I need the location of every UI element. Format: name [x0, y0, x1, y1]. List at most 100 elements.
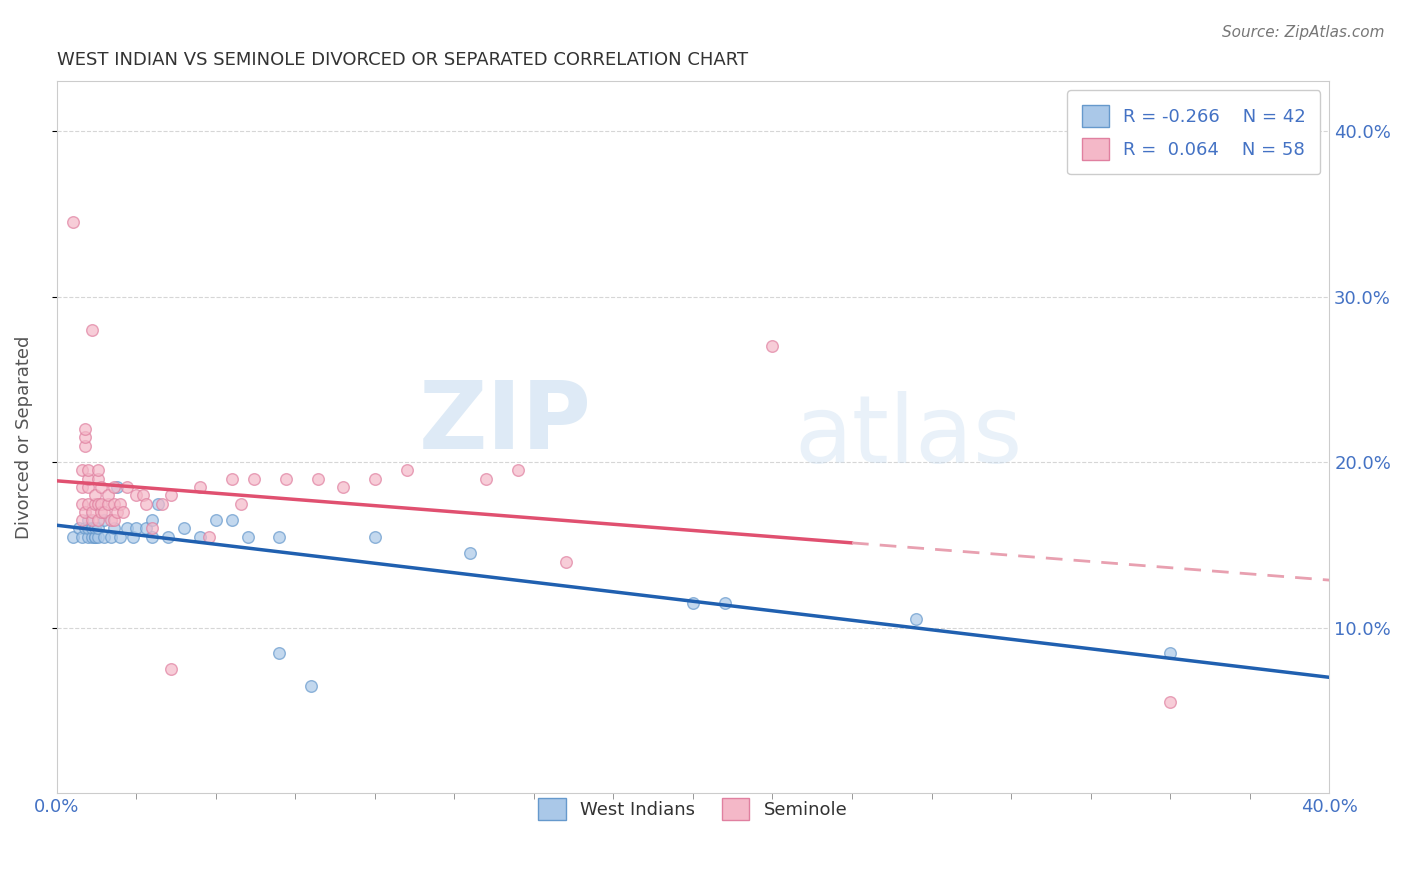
Point — [243, 472, 266, 486]
Point — [80, 521, 103, 535]
Point — [75, 422, 97, 436]
Point — [80, 323, 103, 337]
Point — [83, 521, 105, 535]
Point — [188, 480, 211, 494]
Point — [112, 505, 135, 519]
Point — [115, 480, 138, 494]
Point — [103, 480, 125, 494]
Point — [77, 480, 100, 494]
Point — [75, 439, 97, 453]
Point — [77, 472, 100, 486]
Point — [87, 513, 110, 527]
Point — [105, 505, 128, 519]
Point — [156, 530, 179, 544]
Point — [141, 530, 163, 544]
Point — [75, 430, 97, 444]
Point — [269, 646, 291, 660]
Point — [713, 596, 735, 610]
Point — [299, 679, 322, 693]
Text: WEST INDIAN VS SEMINOLE DIVORCED OR SEPARATED CORRELATION CHART: WEST INDIAN VS SEMINOLE DIVORCED OR SEPA… — [56, 51, 748, 69]
Point — [75, 521, 97, 535]
Point — [90, 480, 112, 494]
Y-axis label: Divorced or Separated: Divorced or Separated — [15, 335, 32, 539]
Point — [77, 521, 100, 535]
Point — [83, 530, 105, 544]
Point — [110, 530, 132, 544]
Point — [125, 488, 148, 502]
Point — [475, 472, 498, 486]
Point — [395, 463, 418, 477]
Point — [83, 530, 105, 544]
Point — [135, 521, 157, 535]
Point — [77, 513, 100, 527]
Point — [70, 497, 93, 511]
Point — [93, 530, 115, 544]
Point — [93, 505, 115, 519]
Point — [125, 521, 148, 535]
Point — [188, 530, 211, 544]
Point — [332, 480, 354, 494]
Point — [103, 497, 125, 511]
Point — [83, 497, 105, 511]
Point — [70, 463, 93, 477]
Point — [307, 472, 329, 486]
Point — [221, 472, 243, 486]
Point — [236, 530, 259, 544]
Point — [80, 530, 103, 544]
Point — [90, 497, 112, 511]
Point — [103, 513, 125, 527]
Point — [96, 488, 118, 502]
Point — [87, 497, 110, 511]
Point — [77, 497, 100, 511]
Point — [105, 480, 128, 494]
Point — [77, 463, 100, 477]
Text: ZIP: ZIP — [418, 377, 591, 469]
Point — [62, 215, 84, 229]
Point — [103, 521, 125, 535]
Point — [80, 513, 103, 527]
Point — [110, 497, 132, 511]
Point — [221, 513, 243, 527]
Point — [135, 497, 157, 511]
Point — [364, 472, 387, 486]
Point — [96, 497, 118, 511]
Point — [141, 513, 163, 527]
Point — [458, 546, 481, 560]
Legend: West Indians, Seminole: West Indians, Seminole — [524, 783, 862, 834]
Point — [87, 472, 110, 486]
Point — [274, 472, 297, 486]
Point — [100, 513, 122, 527]
Point — [93, 513, 115, 527]
Text: Source: ZipAtlas.com: Source: ZipAtlas.com — [1222, 25, 1385, 40]
Point — [87, 521, 110, 535]
Point — [141, 521, 163, 535]
Point — [682, 596, 704, 610]
Point — [198, 530, 221, 544]
Point — [204, 513, 226, 527]
Point — [148, 497, 170, 511]
Point — [62, 530, 84, 544]
Point — [904, 612, 927, 626]
Point — [70, 513, 93, 527]
Point — [115, 521, 138, 535]
Point — [554, 555, 576, 569]
Point — [160, 662, 183, 676]
Point — [131, 488, 153, 502]
Point — [173, 521, 195, 535]
Point — [83, 488, 105, 502]
Point — [77, 530, 100, 544]
Point — [70, 480, 93, 494]
Point — [70, 530, 93, 544]
Point — [160, 488, 183, 502]
Point — [90, 505, 112, 519]
Point — [80, 505, 103, 519]
Point — [75, 505, 97, 519]
Point — [364, 530, 387, 544]
Point — [1159, 695, 1181, 709]
Text: atlas: atlas — [794, 392, 1024, 483]
Point — [87, 530, 110, 544]
Point — [231, 497, 253, 511]
Point — [269, 530, 291, 544]
Point — [761, 339, 783, 353]
Point — [122, 530, 145, 544]
